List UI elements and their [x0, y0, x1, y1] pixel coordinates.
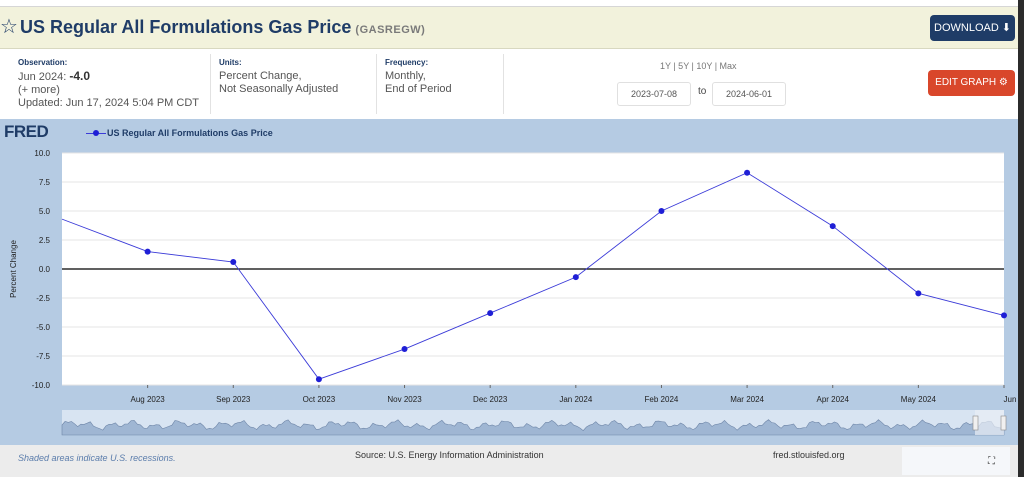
- start-date-input[interactable]: 2023-07-08: [617, 82, 691, 106]
- data-point: [144, 248, 151, 255]
- divider: [376, 54, 377, 114]
- data-point: [658, 208, 665, 214]
- data-point: [1001, 312, 1007, 319]
- units-label: Units:: [219, 58, 242, 67]
- gear-icon: ⚙: [998, 77, 1008, 88]
- page-title: US Regular All Formulations Gas Price (GA…: [20, 17, 425, 38]
- expand-panel: ⛶: [902, 447, 1010, 475]
- end-date-input[interactable]: 2024-06-01: [712, 82, 786, 106]
- series-metadata: Observation: Jun 2024: -4.0 (+ more) Upd…: [0, 49, 1018, 119]
- x-tick-label: Mar 2024: [730, 395, 764, 404]
- series-header: ☆ US Regular All Formulations Gas Price(…: [0, 7, 1018, 49]
- data-point: [401, 346, 408, 353]
- y-tick-label: 2.5: [39, 236, 51, 245]
- observation-label: Observation:: [18, 58, 68, 67]
- download-label: DOWNLOAD: [934, 22, 999, 34]
- fred-url[interactable]: fred.stlouisfed.org: [773, 450, 845, 460]
- units-line2: Not Seasonally Adjusted: [219, 83, 339, 95]
- divider: [210, 54, 211, 114]
- x-tick-label: Jan 2024: [559, 395, 592, 404]
- frequency-label: Frequency:: [385, 58, 429, 67]
- data-point: [230, 259, 237, 266]
- observation-value: -4.0: [69, 69, 91, 83]
- y-tick-label: 10.0: [34, 149, 50, 158]
- navigator-handle-left: [972, 415, 979, 431]
- source-note: Source: U.S. Energy Information Administ…: [355, 450, 544, 460]
- navigator-window: [975, 410, 1004, 435]
- series-line: [61, 172, 1005, 380]
- frequency-block: Frequency: Monthly, End of Period: [385, 56, 452, 96]
- favorite-star-icon[interactable]: ☆: [0, 16, 18, 38]
- fred-logo: FRED: [4, 122, 49, 141]
- y-tick-label: 0.0: [39, 265, 51, 274]
- frequency-line2: End of Period: [385, 83, 452, 95]
- navigator-history: [61, 419, 1005, 436]
- data-point: [829, 223, 836, 230]
- line-chart[interactable]: 10.0 7.5 5.0 2.5 0.0 -2.5 -5.0 -7.5 -10.0 Percent…: [0, 119, 1018, 445]
- y-tick-label: -5.0: [36, 323, 50, 332]
- series-title: US Regular All Formulations Gas Price: [20, 17, 352, 37]
- data-point: [744, 169, 751, 176]
- y-tick-label: -2.5: [36, 294, 50, 303]
- y-tick-label: 7.5: [39, 178, 51, 187]
- fullscreen-icon[interactable]: ⛶: [988, 456, 995, 467]
- legend-label: US Regular All Formulations Gas Price: [107, 128, 273, 138]
- legend-marker: [93, 130, 99, 136]
- edit-graph-label: EDIT GRAPH: [935, 77, 997, 88]
- data-point: [915, 290, 922, 297]
- more-observations-link[interactable]: (+ more): [18, 84, 60, 96]
- chart-footer: Shaded areas indicate U.S. recessions. S…: [0, 445, 1018, 477]
- y-axis-label: Percent Change: [9, 240, 18, 298]
- x-tick-label: Jun 2024: [1004, 395, 1018, 404]
- updated-timestamp: Updated: Jun 17, 2024 5:04 PM CDT: [18, 97, 199, 109]
- top-edge: [0, 0, 1024, 7]
- series-code: (GASREGW): [355, 24, 426, 36]
- x-tick-label: May 2024: [901, 395, 937, 404]
- observation-line: Jun 2024: -4.0: [18, 70, 199, 84]
- units-block: Units: Percent Change, Not Seasonally Ad…: [219, 56, 338, 96]
- observation-date: Jun 2024:: [18, 71, 67, 83]
- range-selector[interactable]: 1Y | 5Y | 10Y | Max: [660, 61, 737, 71]
- x-tick-label: Feb 2024: [645, 395, 679, 404]
- y-tick-label: 5.0: [39, 207, 51, 216]
- x-tick-label: Sep 2023: [216, 395, 251, 404]
- x-tick-label: Nov 2023: [387, 395, 422, 404]
- date-range-separator: to: [698, 86, 707, 97]
- observation-block: Observation: Jun 2024: -4.0 (+ more) Upd…: [18, 56, 199, 110]
- window-scrollbar[interactable]: [1018, 0, 1024, 477]
- navigator-handle-right: [1000, 415, 1007, 431]
- y-tick-label: -10.0: [32, 381, 51, 390]
- download-icon: ⬇: [1001, 22, 1011, 34]
- data-point: [572, 274, 579, 281]
- x-tick-label: Apr 2024: [816, 395, 849, 404]
- recession-note: Shaded areas indicate U.S. recessions.: [18, 453, 176, 463]
- x-tick-label: Oct 2023: [303, 395, 336, 404]
- y-tick-label: -7.5: [36, 352, 50, 361]
- x-tick-label: Dec 2023: [473, 395, 508, 404]
- x-tick-label: Aug 2023: [131, 395, 166, 404]
- download-button[interactable]: DOWNLOAD ⬇: [930, 15, 1015, 41]
- edit-graph-button[interactable]: EDIT GRAPH ⚙: [928, 70, 1015, 96]
- chart-container: 10.0 7.5 5.0 2.5 0.0 -2.5 -5.0 -7.5 -10.0 Percent…: [0, 119, 1018, 445]
- units-line1: Percent Change,: [219, 70, 302, 82]
- frequency-line1: Monthly,: [385, 70, 426, 82]
- divider: [503, 54, 504, 114]
- data-point: [315, 376, 322, 383]
- data-point: [487, 310, 494, 317]
